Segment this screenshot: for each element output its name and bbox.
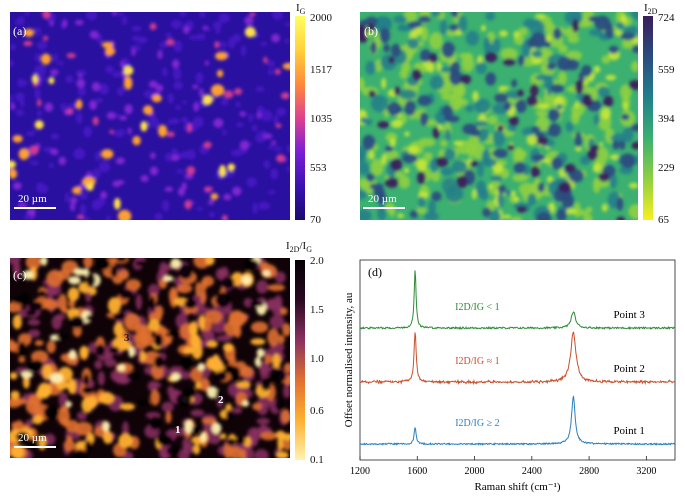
colorbar-a: [295, 16, 305, 220]
scalebar-c-label: 20 µm: [18, 432, 47, 444]
y-axis-label: Offset normalised intensity, au: [343, 292, 355, 427]
colorbar-b-title: I2D: [644, 2, 658, 17]
series-label: Point 1: [613, 425, 644, 437]
series-annotation: I2D/IG ≈ 1: [455, 356, 499, 367]
panel-d-label: (d): [368, 265, 382, 279]
map-a-intensity-g: [10, 12, 290, 220]
x-tick-label: 1200: [350, 466, 370, 477]
colorbar-a-tick: 70: [310, 214, 321, 226]
colorbar-a-title: IG: [296, 2, 306, 17]
scalebar-b-label: 20 µm: [368, 193, 397, 205]
map-c-intensity-ratio: [10, 258, 290, 458]
colorbar-b-tick: 394: [658, 113, 675, 125]
colorbar-c-tick: 2.0: [310, 255, 324, 267]
scalebar-a: [14, 207, 56, 209]
series-line-point-3: [359, 270, 676, 331]
colorbar-a-tick: 1035: [310, 113, 332, 125]
colorbar-c-title: I2D/IG: [286, 240, 312, 255]
panel-a-label: (a): [13, 24, 27, 38]
panel-c-label: (c): [13, 268, 27, 282]
x-tick-label: 2800: [579, 466, 599, 477]
series-line-point-2: [359, 331, 676, 386]
colorbar-b-tick: 229: [658, 162, 675, 174]
x-tick-label: 3200: [636, 466, 656, 477]
map-c-image: [10, 258, 290, 458]
map-a-image: [10, 12, 290, 220]
series-annotation: I2D/IG < 1: [455, 302, 500, 313]
x-tick-label: 2400: [522, 466, 542, 477]
map-b-image: [360, 12, 638, 220]
colorbar-b-tick: 559: [658, 64, 675, 76]
colorbar-b: [643, 16, 653, 220]
panel-b-label: (b): [364, 24, 378, 38]
x-tick-label: 2000: [465, 466, 485, 477]
colorbar-c: [295, 260, 305, 460]
colorbar-c-tick: 0.1: [310, 454, 324, 466]
point-1-marker: 1: [175, 424, 181, 436]
colorbar-c-tick: 1.5: [310, 304, 324, 316]
scalebar-c: [14, 446, 56, 448]
series-line-point-1: [359, 395, 676, 446]
series-label: Point 3: [613, 309, 645, 321]
colorbar-a-tick: 1517: [310, 64, 332, 76]
colorbar-a-tick: 2000: [310, 12, 332, 24]
scalebar-b: [363, 207, 405, 209]
colorbar-c-tick: 0.6: [310, 405, 324, 417]
colorbar-b-tick: 724: [658, 12, 675, 24]
point-3-marker: 3: [124, 332, 130, 344]
colorbar-b-tick: 65: [658, 214, 669, 226]
raman-spectra-chart: 1200 1600 2000 2400 2800 3200 Raman shift (cm⁻…: [343, 259, 676, 493]
point-2-marker: 2: [218, 394, 224, 406]
series-label: Point 2: [613, 363, 644, 375]
colorbar-a-tick: 553: [310, 162, 327, 174]
x-tick-label: 1600: [407, 466, 427, 477]
map-b-intensity-2d: [360, 12, 638, 220]
colorbar-c-tick: 1.0: [310, 353, 324, 365]
plot-frame: [359, 259, 676, 461]
series-annotation: I2D/IG ≥ 2: [455, 418, 499, 429]
scalebar-a-label: 20 µm: [18, 193, 47, 205]
x-axis-label: Raman shift (cm⁻¹): [474, 481, 560, 493]
